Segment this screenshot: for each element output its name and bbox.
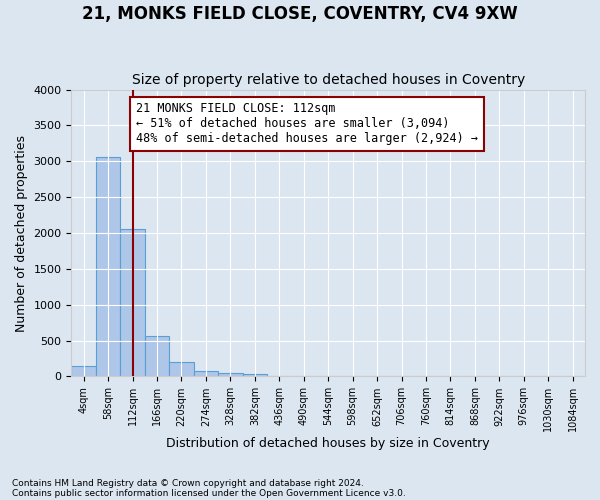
Bar bbox=[169, 362, 194, 376]
X-axis label: Distribution of detached houses by size in Coventry: Distribution of detached houses by size … bbox=[166, 437, 490, 450]
Bar bbox=[242, 374, 267, 376]
Bar bbox=[96, 157, 121, 376]
Y-axis label: Number of detached properties: Number of detached properties bbox=[15, 134, 28, 332]
Bar bbox=[218, 372, 242, 376]
Bar bbox=[121, 228, 145, 376]
Text: Contains HM Land Registry data © Crown copyright and database right 2024.: Contains HM Land Registry data © Crown c… bbox=[12, 478, 364, 488]
Bar bbox=[194, 371, 218, 376]
Title: Size of property relative to detached houses in Coventry: Size of property relative to detached ho… bbox=[131, 73, 525, 87]
Text: 21, MONKS FIELD CLOSE, COVENTRY, CV4 9XW: 21, MONKS FIELD CLOSE, COVENTRY, CV4 9XW bbox=[82, 5, 518, 23]
Bar bbox=[145, 336, 169, 376]
Text: 21 MONKS FIELD CLOSE: 112sqm
← 51% of detached houses are smaller (3,094)
48% of: 21 MONKS FIELD CLOSE: 112sqm ← 51% of de… bbox=[136, 102, 478, 146]
Text: Contains public sector information licensed under the Open Government Licence v3: Contains public sector information licen… bbox=[12, 488, 406, 498]
Bar bbox=[71, 366, 96, 376]
